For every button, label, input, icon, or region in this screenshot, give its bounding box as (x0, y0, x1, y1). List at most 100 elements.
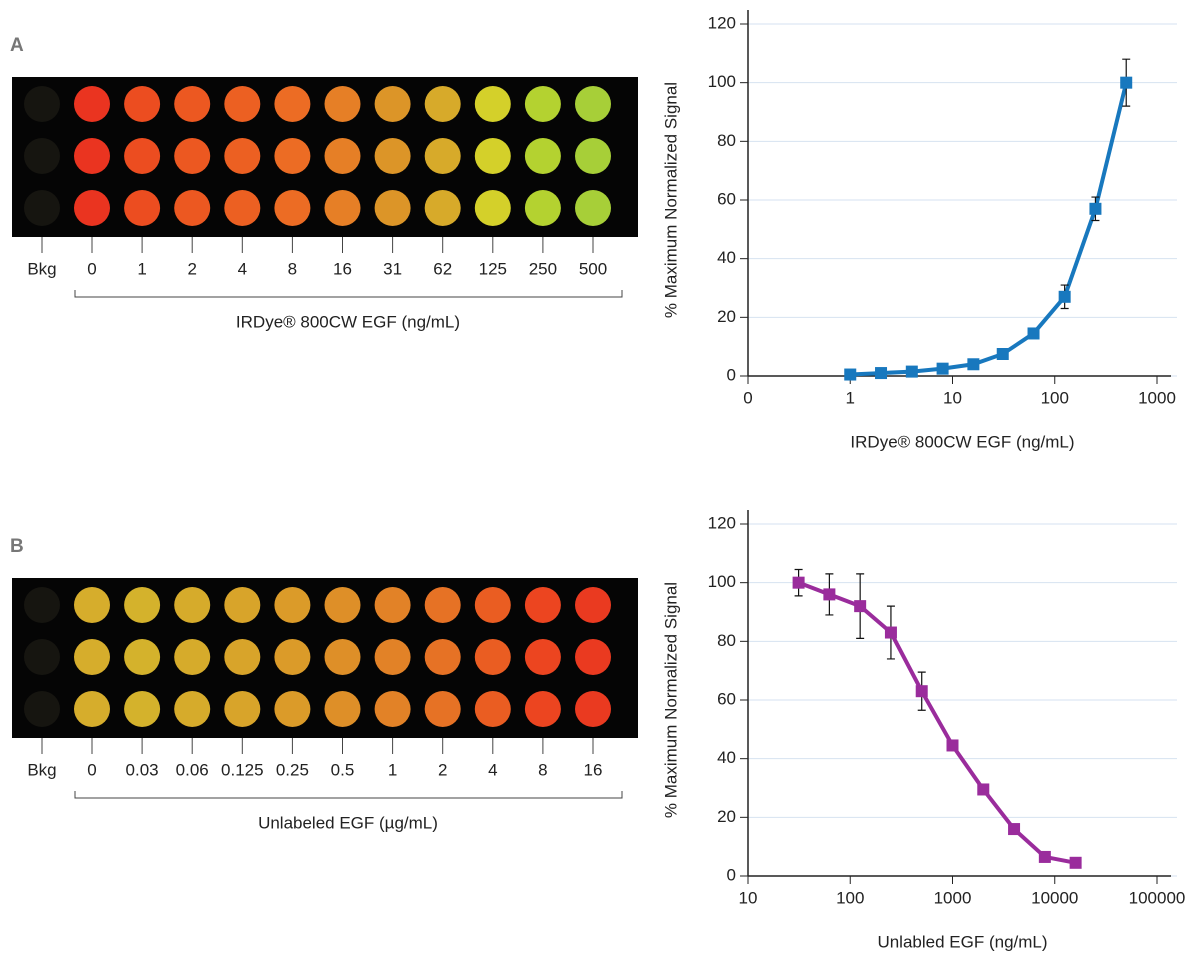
well-label: 1 (388, 760, 397, 779)
x-tick-label: 100000 (1129, 888, 1186, 907)
well (524, 587, 561, 623)
well (374, 587, 411, 623)
well (274, 190, 311, 226)
well (424, 691, 461, 727)
well (174, 86, 211, 122)
well (374, 86, 411, 122)
well (374, 190, 411, 226)
x-tick-label: 1 (846, 388, 855, 407)
well (324, 587, 361, 623)
well (124, 86, 161, 122)
well (224, 691, 261, 727)
well (575, 639, 611, 675)
well (124, 639, 161, 675)
well (474, 691, 511, 727)
well (124, 587, 161, 623)
well (24, 691, 60, 727)
marker (977, 783, 990, 796)
bracket (74, 290, 623, 298)
well (575, 138, 611, 174)
panel-label: A (10, 35, 24, 56)
well-label: 62 (433, 259, 452, 278)
well (324, 86, 361, 122)
marker (854, 600, 867, 613)
x-tick-label: 10 (739, 888, 758, 907)
plate-axis-label: IRDye® 800CW EGF (ng/mL) (236, 312, 460, 331)
well-label: 2 (438, 760, 447, 779)
well (474, 587, 511, 623)
marker (1038, 850, 1051, 863)
y-tick-label: 60 (717, 689, 736, 708)
y-tick-label: 0 (727, 365, 736, 384)
well-label: 0 (87, 259, 96, 278)
well (474, 639, 511, 675)
well-label: Bkg (27, 760, 56, 779)
x-axis-label: IRDye® 800CW EGF (ng/mL) (850, 432, 1074, 451)
well (224, 639, 261, 675)
y-tick-label: 60 (717, 189, 736, 208)
x-tick-label: 100 (836, 888, 864, 907)
well (224, 138, 261, 174)
well (124, 190, 161, 226)
well-label: 0.5 (331, 760, 355, 779)
well (274, 86, 311, 122)
well (224, 190, 261, 226)
well (324, 639, 361, 675)
y-axis-label: % Maximum Normalized Signal (661, 582, 680, 818)
well-label: 0.03 (126, 760, 159, 779)
well-label: 1 (137, 259, 146, 278)
well-label: 8 (538, 760, 547, 779)
y-tick-label: 20 (717, 807, 736, 826)
marker (1027, 327, 1040, 340)
well (74, 691, 110, 727)
well-label: 4 (488, 760, 497, 779)
well (575, 190, 611, 226)
well (24, 190, 60, 226)
y-tick-label: 120 (708, 513, 736, 532)
well (74, 190, 110, 226)
well-label: 16 (333, 259, 352, 278)
well (524, 639, 561, 675)
well-label: 250 (529, 259, 557, 278)
well (424, 138, 461, 174)
well (524, 691, 561, 727)
x-axis-label: Unlabled EGF (ng/mL) (877, 932, 1047, 951)
marker (1089, 202, 1102, 215)
well (474, 190, 511, 226)
marker (996, 348, 1009, 360)
well-label: Bkg (27, 259, 56, 278)
well (74, 639, 110, 675)
well-label: 8 (288, 259, 297, 278)
marker (1120, 76, 1133, 89)
well (174, 691, 211, 727)
marker (884, 626, 897, 639)
well-label: 4 (238, 259, 247, 278)
well (324, 138, 361, 174)
well (24, 639, 60, 675)
well (274, 138, 311, 174)
well (374, 138, 411, 174)
y-tick-label: 40 (717, 748, 736, 767)
well (124, 691, 161, 727)
y-tick-label: 0 (727, 865, 736, 884)
plate-axis-label: Unlabeled EGF (µg/mL) (258, 813, 438, 832)
well (474, 86, 511, 122)
well (224, 587, 261, 623)
x-tick-label: 1000 (1138, 388, 1176, 407)
well (575, 691, 611, 727)
well (524, 138, 561, 174)
marker (792, 576, 805, 589)
well (124, 138, 161, 174)
well (274, 587, 311, 623)
well (174, 138, 211, 174)
well-label: 2 (187, 259, 196, 278)
well-label: 31 (383, 259, 402, 278)
well-label: 125 (479, 259, 507, 278)
well-label: 0.25 (276, 760, 309, 779)
well (424, 190, 461, 226)
well (24, 138, 60, 174)
well (324, 691, 361, 727)
y-tick-label: 40 (717, 248, 736, 267)
y-tick-label: 20 (717, 307, 736, 326)
